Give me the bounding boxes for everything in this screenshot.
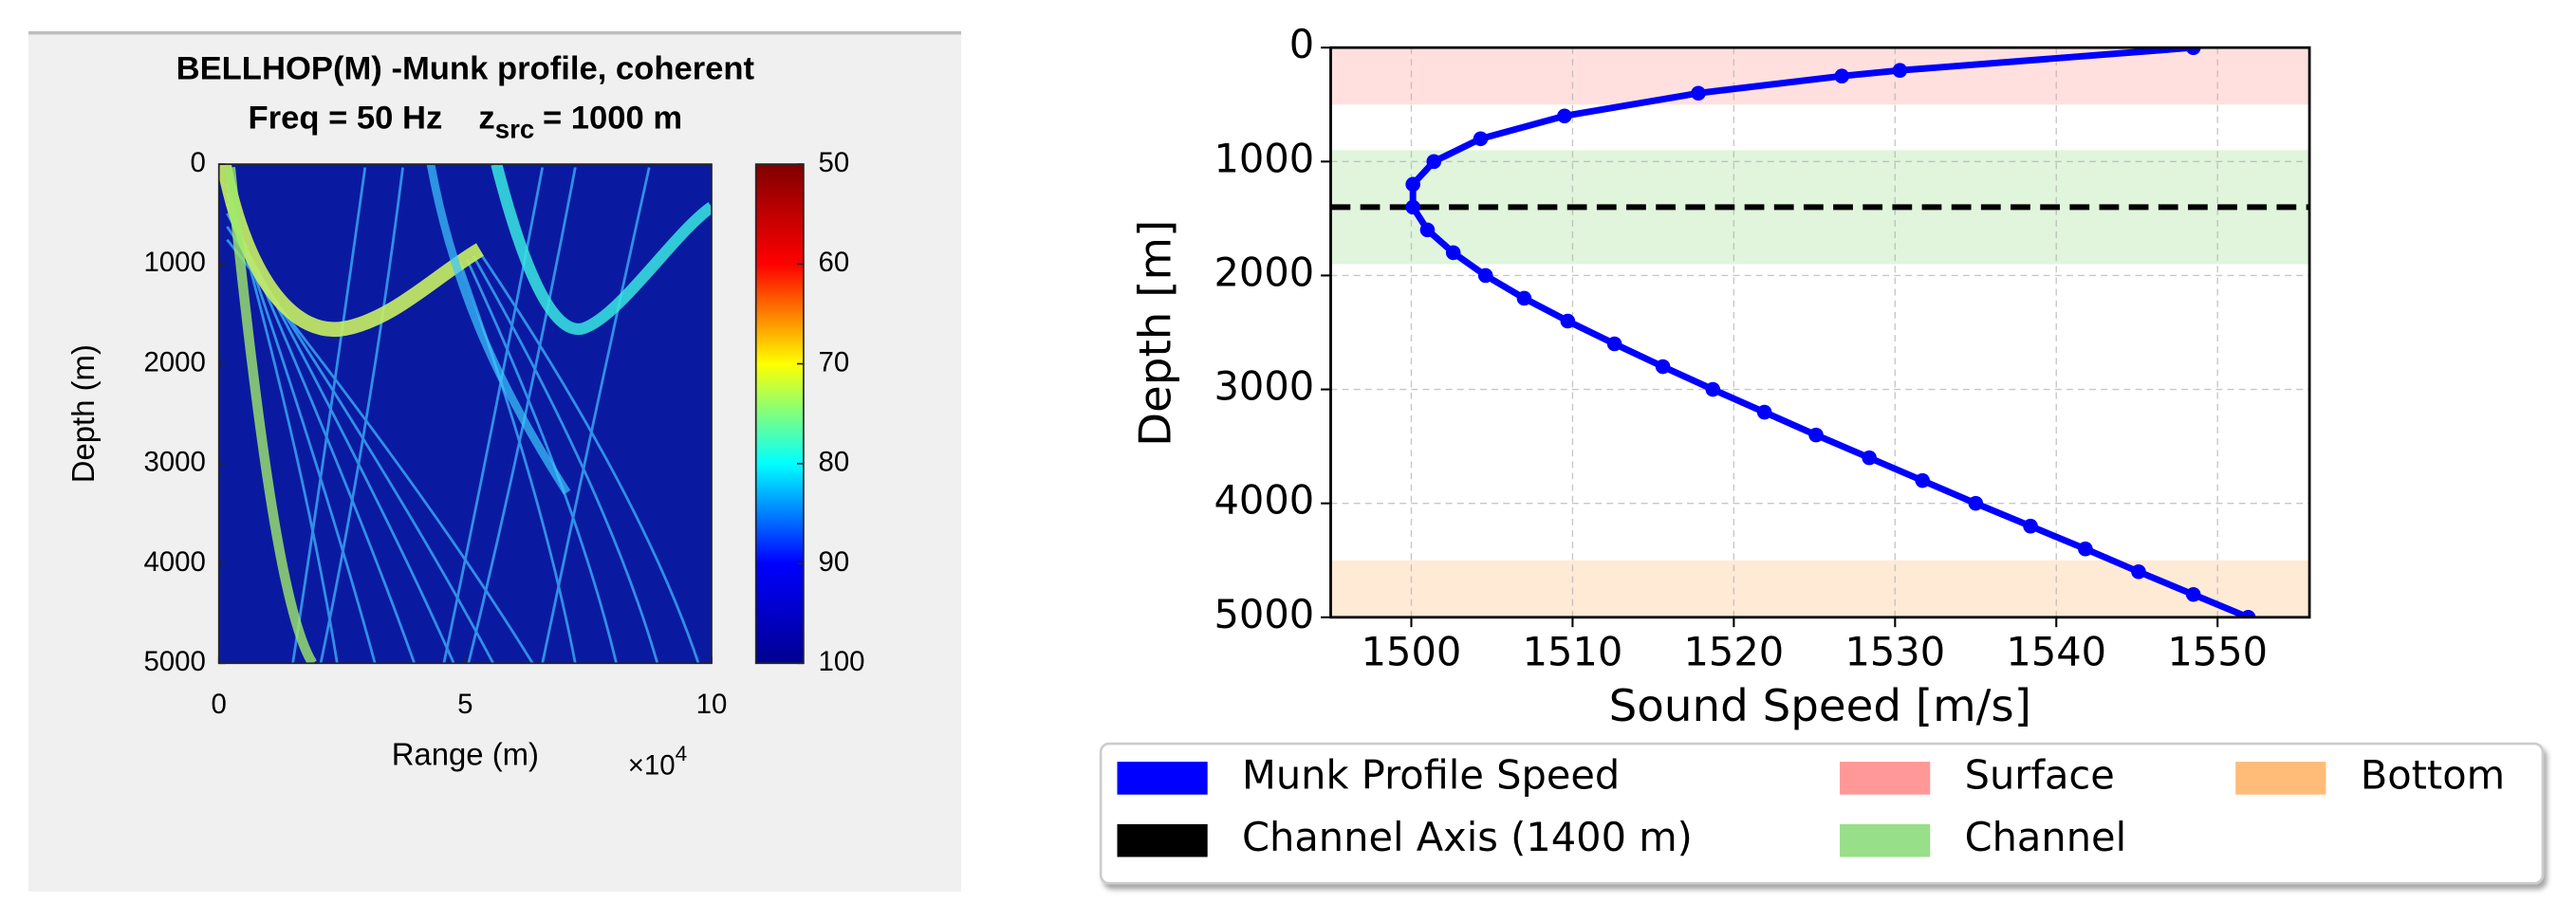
x-scale-exponent: 4 — [676, 742, 688, 765]
x-tick-label: 1520 — [1684, 629, 1785, 675]
profile-point — [1473, 131, 1489, 147]
colorbar-tick-label: 80 — [818, 447, 849, 478]
y-tick-label: 1000 — [1214, 135, 1314, 181]
ray-arc — [426, 164, 571, 495]
legend-label: Munk Profile Speed — [1242, 751, 1620, 798]
x-scale-label: ×104 — [628, 742, 687, 781]
colorbar — [754, 163, 805, 665]
x-tick-label: 1530 — [1844, 629, 1945, 675]
right-panel: Sound Speed [m/s] Depth [m] 1500 1510 1520… — [1099, 21, 2545, 885]
y-tick-label: 3000 — [143, 447, 205, 478]
profile-point — [1968, 495, 1984, 511]
profile-point — [2185, 47, 2201, 55]
profile-point — [1557, 108, 1572, 124]
band — [1330, 560, 2310, 617]
x-tick-label: 1550 — [2167, 629, 2268, 675]
profile-point — [1691, 85, 1706, 101]
profile-point — [2078, 541, 2093, 557]
profile-point — [1705, 381, 1721, 397]
ray-arc — [218, 164, 484, 338]
legend-box — [1099, 742, 2545, 885]
y-tick-label: 0 — [191, 147, 206, 178]
heatmap — [218, 164, 712, 664]
x-tick-label: 1500 — [1362, 629, 1462, 675]
profile-point — [1915, 472, 1930, 488]
profile-point — [1834, 68, 1850, 84]
legend-label: Bottom — [2361, 751, 2505, 798]
plot-area — [1330, 47, 2310, 617]
colorbar-tick-label: 90 — [818, 546, 849, 578]
legend-swatch — [1840, 762, 1931, 795]
profile-point — [1560, 313, 1576, 329]
colorbar-tick-label: 50 — [818, 147, 849, 178]
profile-point — [1419, 222, 1436, 238]
x-axis-label: Range (m) — [392, 737, 539, 772]
colorbar-tick-label: 100 — [818, 646, 864, 677]
y-tick-label: 2000 — [1214, 249, 1314, 295]
ray-arc — [491, 164, 712, 335]
y-tick-label: 3000 — [1214, 363, 1314, 410]
y-axis-label: Depth (m) — [65, 344, 101, 483]
y-tick-label: 5000 — [143, 646, 205, 677]
left-panel: BELLHOP(M) -Munk profile, coherent Freq … — [28, 30, 962, 892]
profile-point — [2240, 610, 2256, 617]
profile-point — [1426, 154, 1442, 170]
x-tick-label: 1540 — [2006, 629, 2106, 675]
profile-point — [1405, 199, 1420, 215]
profile-point — [2185, 586, 2201, 602]
x-tick-label: 10 — [696, 689, 728, 720]
profile-point — [1808, 427, 1824, 443]
subtitle-prefix: Freq = 50 Hz — [248, 100, 442, 136]
legend-label: Channel — [1965, 814, 2127, 860]
y-tick-label: 4000 — [143, 546, 205, 578]
chart-title: BELLHOP(M) -Munk profile, coherent — [176, 51, 755, 87]
chart-subtitle: Freq = 50 Hz zsrc = 1000 m — [248, 100, 682, 143]
legend-swatch — [1840, 823, 1931, 857]
ray-arc — [225, 167, 317, 664]
profile-point — [2023, 518, 2038, 534]
heatmap-background — [218, 164, 712, 664]
profile-point — [1516, 290, 1532, 306]
y-tick-label: 0 — [1289, 21, 1314, 67]
x-axis-label: Sound Speed [m/s] — [1609, 681, 2031, 732]
profile-point — [1655, 359, 1671, 375]
profile-point — [1892, 63, 1908, 79]
axes-box — [1329, 46, 2311, 619]
profile-point — [2131, 563, 2146, 580]
subtitle-suffix: = 1000 m — [543, 100, 682, 136]
legend-swatch — [2235, 762, 2326, 795]
plot-background — [1330, 47, 2310, 617]
profile-point — [1477, 267, 1493, 284]
subtitle-subscript: src — [495, 115, 535, 144]
legend-swatch — [1117, 823, 1208, 857]
y-tick-label: 2000 — [143, 346, 205, 378]
profile-point — [1756, 404, 1772, 420]
profile-point — [1445, 245, 1461, 261]
profile-point — [1862, 450, 1877, 466]
x-tick-label: 5 — [457, 689, 473, 720]
legend-swatch — [1117, 762, 1208, 795]
colorbar-tick-label: 60 — [818, 247, 849, 278]
legend-label: Channel Axis (1400 m) — [1242, 814, 1693, 860]
y-tick-label: 4000 — [1214, 477, 1314, 524]
profile-point — [1405, 176, 1420, 193]
x-scale-base: ×10 — [628, 749, 676, 781]
profile-point — [1606, 336, 1622, 352]
y-axis-label: Depth [m] — [1130, 220, 1181, 447]
colorbar-tick-label: 70 — [818, 346, 849, 378]
y-tick-label: 5000 — [1214, 591, 1314, 637]
y-tick-label: 1000 — [143, 247, 205, 278]
x-tick-label: 1510 — [1523, 629, 1623, 675]
x-tick-label: 0 — [212, 689, 227, 720]
subtitle-symbol: z — [478, 100, 494, 136]
legend-label: Surface — [1965, 751, 2115, 798]
